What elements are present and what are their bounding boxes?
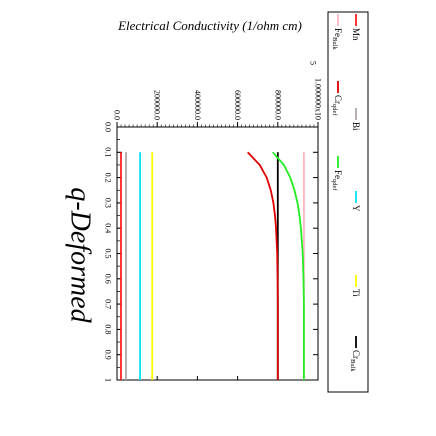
y-tick-label: 0.0 bbox=[113, 110, 122, 120]
legend-label-main: Mn bbox=[351, 28, 361, 41]
legend-label-2: Y bbox=[351, 205, 361, 212]
y-tick-label: 400000.0 bbox=[193, 90, 202, 120]
x-tick-label: 0.4 bbox=[104, 223, 113, 233]
x-tick-label: 1 bbox=[104, 378, 113, 382]
x-tick-label: 0.6 bbox=[104, 274, 113, 284]
legend-box bbox=[327, 11, 369, 393]
legend-label-sub: qdef bbox=[332, 104, 339, 116]
series-line-7 bbox=[272, 151, 305, 380]
legend-label-sub: qdef bbox=[332, 179, 339, 191]
x-tick-label: 0.5 bbox=[104, 249, 113, 259]
x-tick-label: 0.0 bbox=[104, 122, 113, 132]
legend-label-0: Mn bbox=[351, 28, 361, 41]
x-tick-label: 0.3 bbox=[104, 198, 113, 208]
legend-label-3: Ti bbox=[351, 289, 361, 297]
legend-label-sub: Bulk bbox=[332, 37, 339, 50]
legend-label-main: Cr bbox=[333, 95, 343, 104]
y-tick-exponent: 5 bbox=[309, 61, 318, 65]
y-axis-title: Electrical Conductivity (1/ohm cm) bbox=[117, 18, 302, 33]
legend-label-main: Bi bbox=[351, 122, 361, 131]
x-tick-label: 0.9 bbox=[104, 350, 113, 360]
x-tick-label: 0.2 bbox=[104, 173, 113, 183]
series-line-6 bbox=[247, 151, 279, 380]
legend-label-main: Ti bbox=[351, 289, 361, 297]
legend-label-main: Y bbox=[351, 205, 361, 212]
legend-label-1: Bi bbox=[351, 122, 361, 131]
legend-label-main: Fe bbox=[333, 28, 343, 37]
legend-label-5: FeBulk bbox=[332, 28, 344, 50]
x-tick-label: 0.7 bbox=[104, 299, 113, 309]
legend-label-main: Fe bbox=[333, 170, 343, 179]
legend-label-7: Feqdef bbox=[332, 170, 344, 191]
legend-label-sub: Bulk bbox=[350, 359, 357, 372]
legend-label-4: CrBulk bbox=[350, 350, 362, 372]
plot-frame bbox=[116, 126, 319, 381]
legend-label-6: Crqdef bbox=[332, 95, 344, 116]
y-tick-label: 600000.0 bbox=[233, 90, 242, 120]
x-tick-label: 0.1 bbox=[104, 147, 113, 157]
plot-area: 0.0 0.1 0.2 0.3 0.4 0.5 0.6 0.7 0.8 0.9 1 0.0 200000… bbox=[65, 11, 369, 393]
legend-label-main: Cr bbox=[351, 350, 361, 359]
y-tick-label: 1.000000x10 bbox=[314, 78, 323, 120]
y-tick-label: 800000.0 bbox=[273, 90, 282, 120]
x-tick-label: 0.8 bbox=[104, 324, 113, 334]
y-tick-label: 200000.0 bbox=[153, 90, 162, 120]
x-axis-title: q-Deformed bbox=[65, 187, 96, 323]
